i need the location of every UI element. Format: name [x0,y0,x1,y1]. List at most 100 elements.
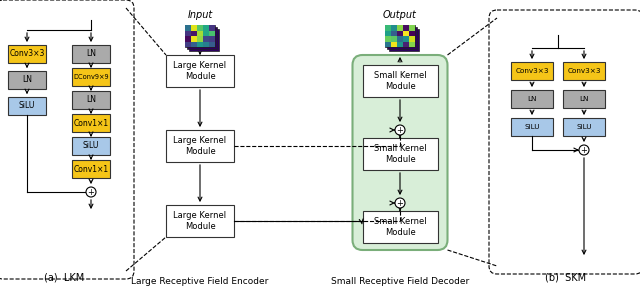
Circle shape [395,125,405,135]
Text: Conv3×3: Conv3×3 [10,49,45,59]
FancyBboxPatch shape [8,97,46,115]
FancyBboxPatch shape [72,68,110,86]
Text: Large Kernel
Module: Large Kernel Module [173,211,227,231]
FancyBboxPatch shape [166,205,234,237]
Text: Conv3×3: Conv3×3 [567,68,601,74]
FancyBboxPatch shape [403,36,409,42]
FancyBboxPatch shape [409,30,415,36]
Text: LN: LN [579,96,589,102]
FancyBboxPatch shape [197,42,203,47]
Text: Conv3×3: Conv3×3 [515,68,548,74]
FancyBboxPatch shape [489,10,640,274]
FancyBboxPatch shape [185,25,191,30]
Text: $+$: $+$ [87,187,95,197]
FancyBboxPatch shape [385,25,391,30]
FancyBboxPatch shape [362,211,438,243]
Text: Conv1×1: Conv1×1 [74,119,109,127]
FancyBboxPatch shape [191,36,197,42]
Text: LN: LN [527,96,537,102]
FancyBboxPatch shape [385,42,391,47]
FancyBboxPatch shape [385,36,391,42]
FancyBboxPatch shape [397,25,403,30]
FancyBboxPatch shape [8,71,46,89]
FancyBboxPatch shape [191,25,197,30]
FancyBboxPatch shape [397,36,403,42]
FancyBboxPatch shape [203,25,209,30]
Circle shape [579,145,589,155]
FancyBboxPatch shape [72,160,110,178]
FancyBboxPatch shape [403,30,409,36]
FancyBboxPatch shape [72,45,110,63]
Text: (a)  LKM: (a) LKM [44,273,84,283]
FancyBboxPatch shape [563,118,605,136]
Text: Output: Output [383,10,417,20]
Text: $+$: $+$ [396,125,404,135]
Text: LN: LN [22,75,32,84]
Text: Small Receptive Field Decoder: Small Receptive Field Decoder [331,276,469,286]
FancyBboxPatch shape [72,137,110,155]
FancyBboxPatch shape [187,27,217,49]
FancyBboxPatch shape [185,30,191,36]
FancyBboxPatch shape [72,91,110,109]
FancyBboxPatch shape [563,62,605,80]
Text: DConv9×9: DConv9×9 [73,74,109,80]
FancyBboxPatch shape [385,30,391,36]
Text: $+$: $+$ [396,198,404,208]
FancyBboxPatch shape [209,30,215,36]
Text: Large Kernel
Module: Large Kernel Module [173,136,227,156]
FancyBboxPatch shape [185,42,191,47]
FancyBboxPatch shape [197,25,203,30]
Text: Small Kernel
Module: Small Kernel Module [374,144,426,164]
FancyBboxPatch shape [166,130,234,162]
FancyBboxPatch shape [563,90,605,108]
FancyBboxPatch shape [197,36,203,42]
FancyBboxPatch shape [185,36,191,42]
Text: SiLU: SiLU [83,141,99,150]
Circle shape [395,198,405,208]
FancyBboxPatch shape [389,29,419,51]
Text: Conv1×1: Conv1×1 [74,164,109,174]
FancyBboxPatch shape [391,25,397,30]
FancyBboxPatch shape [189,29,219,51]
FancyBboxPatch shape [409,25,415,30]
Text: (b)  SKM: (b) SKM [545,273,587,283]
Text: Input: Input [188,10,212,20]
FancyBboxPatch shape [191,30,197,36]
FancyBboxPatch shape [511,62,553,80]
FancyBboxPatch shape [391,30,397,36]
FancyBboxPatch shape [185,25,215,47]
FancyBboxPatch shape [391,42,397,47]
FancyBboxPatch shape [409,36,415,42]
FancyBboxPatch shape [403,25,409,30]
FancyBboxPatch shape [397,30,403,36]
FancyBboxPatch shape [203,36,209,42]
FancyBboxPatch shape [385,25,415,47]
FancyBboxPatch shape [391,36,397,42]
Text: Large Receptive Field Encoder: Large Receptive Field Encoder [131,276,269,286]
FancyBboxPatch shape [203,42,209,47]
Text: LN: LN [86,49,96,59]
FancyBboxPatch shape [166,55,234,87]
FancyBboxPatch shape [72,114,110,132]
FancyBboxPatch shape [397,42,403,47]
Text: $+$: $+$ [580,145,588,155]
FancyBboxPatch shape [362,65,438,97]
FancyBboxPatch shape [8,45,46,63]
FancyBboxPatch shape [191,42,197,47]
FancyBboxPatch shape [209,42,215,47]
FancyBboxPatch shape [511,90,553,108]
Text: SiLU: SiLU [524,124,540,130]
FancyBboxPatch shape [403,42,409,47]
FancyBboxPatch shape [511,118,553,136]
Text: Large Kernel
Module: Large Kernel Module [173,61,227,81]
FancyBboxPatch shape [209,36,215,42]
FancyBboxPatch shape [362,138,438,170]
FancyBboxPatch shape [387,27,417,49]
Text: Small Kernel
Module: Small Kernel Module [374,217,426,237]
FancyBboxPatch shape [197,30,203,36]
Circle shape [86,187,96,197]
FancyBboxPatch shape [209,25,215,30]
Text: SiLU: SiLU [19,102,35,110]
FancyBboxPatch shape [0,0,134,279]
Text: SiLU: SiLU [576,124,592,130]
